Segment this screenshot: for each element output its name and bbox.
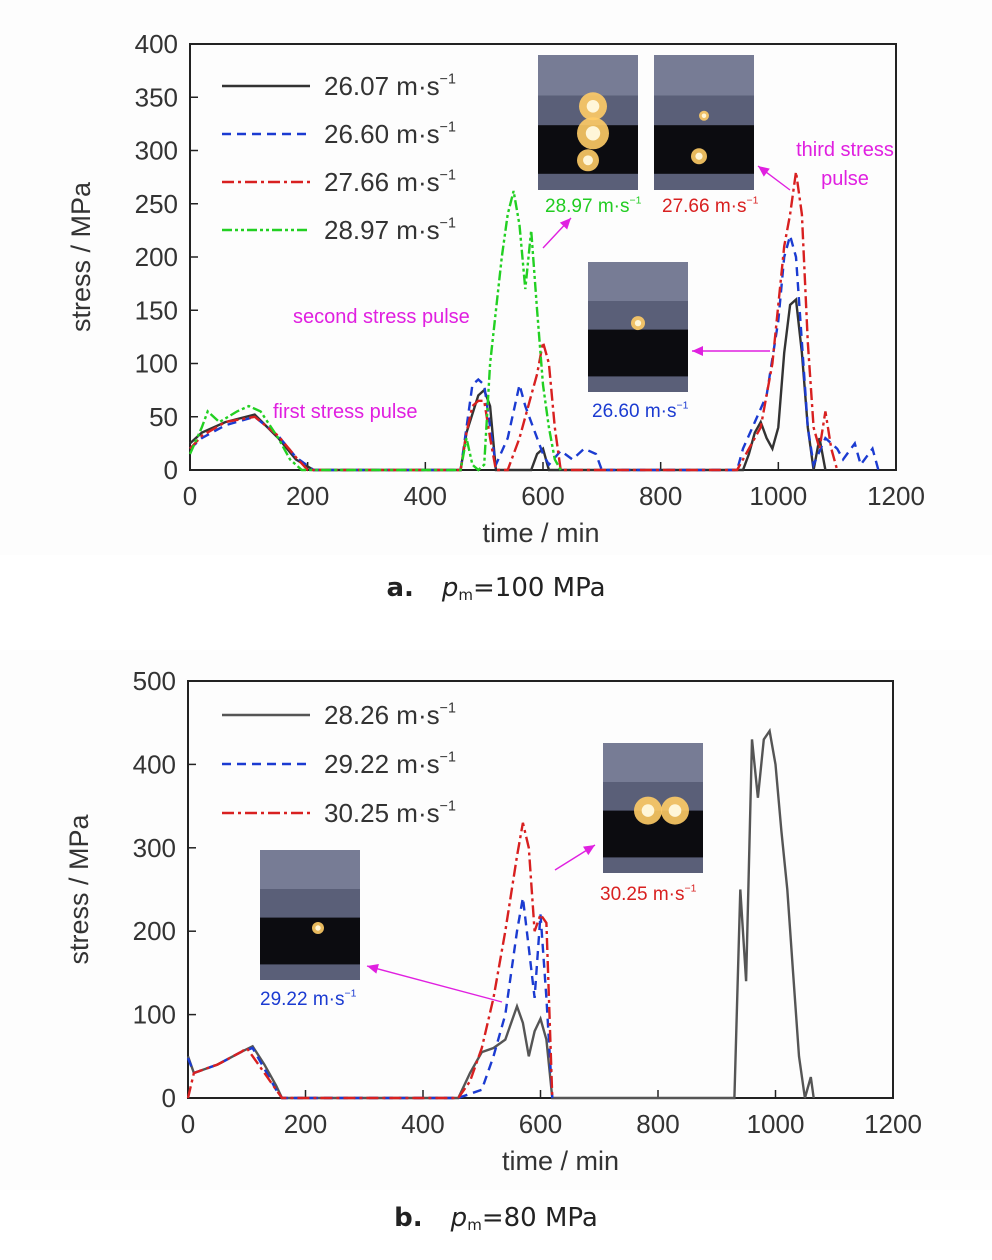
inset-caption-2922: 29.22 m·s−1	[260, 988, 357, 1010]
caption-b-symbol: p	[450, 1203, 468, 1233]
caption-b-value: =80 MPa	[481, 1203, 598, 1233]
chart-panel-a: 0 200 400 600 800 1000 1200 0 50 100 150 200 250 300 3…	[0, 0, 992, 555]
caption-b-subscript: m	[467, 1216, 482, 1234]
y-tick-label-0: 0	[162, 1083, 176, 1113]
caption-b-label: b.	[394, 1203, 423, 1233]
y-tick-label-2: 200	[133, 916, 176, 946]
inset-caption-2766: 27.66 m·s−1	[662, 195, 759, 217]
annotation-third-pulse-2: pulse	[821, 168, 869, 190]
arrow-2922-inset-head	[367, 964, 379, 974]
legend-label-3: 30.25 m·s−1	[324, 798, 456, 828]
inset-photo-2897-flash-core-0	[586, 100, 600, 113]
inset-photo-2766-flash-core-0	[701, 113, 707, 118]
series-line-1	[186, 727, 815, 1100]
x-axis-label: time / min	[482, 518, 599, 548]
y-tick-label-5: 250	[135, 189, 178, 219]
x-tick-label-0: 0	[181, 1109, 195, 1139]
caption-b: b. pm=80 MPa	[0, 1203, 992, 1234]
y-tick-label-6: 300	[135, 136, 178, 166]
y-tick-label-3: 150	[135, 295, 178, 325]
x-axis-label: time / min	[502, 1146, 619, 1176]
inset-photo-2660	[588, 262, 688, 392]
y-tick-label-1: 50	[149, 402, 178, 432]
inset-photo-2660-glow	[588, 262, 688, 301]
caption-a: a. pm=100 MPa	[0, 573, 992, 604]
arrow-third-pulse-head	[758, 166, 770, 177]
x-tick-label-6: 1200	[864, 1109, 922, 1139]
x-tick-label-3: 600	[521, 481, 564, 511]
inset-caption-3025: 30.25 m·s−1	[600, 883, 697, 905]
inset-photo-2897-glow	[538, 55, 638, 96]
y-tick-label-2: 100	[135, 349, 178, 379]
x-tick-label-4: 800	[639, 481, 682, 511]
x-tick-label-2: 400	[401, 1109, 444, 1139]
arrow-3025-inset-head	[583, 845, 595, 856]
x-tick-label-4: 800	[636, 1109, 679, 1139]
inset-photo-2922-band	[260, 917, 360, 965]
inset-photo-2660-flash-core-0	[634, 319, 642, 327]
x-tick-label-3: 600	[519, 1109, 562, 1139]
x-tick-label-1: 200	[286, 481, 329, 511]
legend-label-4: 28.97 m·s−1	[324, 215, 456, 245]
inset-photo-2922	[260, 850, 360, 980]
inset-photo-2922-glow	[260, 850, 360, 889]
caption-a-subscript: m	[458, 586, 473, 604]
legend-label-3: 27.66 m·s−1	[324, 167, 456, 197]
y-tick-label-7: 350	[135, 82, 178, 112]
y-tick-label-5: 500	[133, 666, 176, 696]
inset-photo-2660-band	[588, 329, 688, 377]
arrow-2660-inset-head	[692, 346, 703, 356]
legend-label-2: 29.22 m·s−1	[324, 749, 456, 779]
x-tick-label-1: 200	[284, 1109, 327, 1139]
arrow-second-pulse-head	[559, 218, 571, 230]
y-tick-label-3: 300	[133, 833, 176, 863]
arrow-2922-inset-line	[366, 965, 503, 1003]
inset-photo-2766-flash-core-1	[695, 152, 703, 160]
chart-panel-b: 0 200 400 600 800 1000 1200 0 100 200 300 400 500 tim…	[0, 650, 992, 1190]
series-line-2	[186, 897, 554, 1100]
x-tick-label-2: 400	[404, 481, 447, 511]
inset-photo-3025-flash-core-1	[668, 804, 682, 817]
inset-photo-2897	[538, 55, 638, 190]
inset-photo-3025-flash-core-0	[641, 804, 655, 817]
y-tick-label-8: 400	[135, 29, 178, 59]
caption-a-symbol: p	[441, 573, 459, 603]
y-axis-label: stress / MPa	[66, 181, 96, 332]
inset-photo-2766-band	[654, 125, 754, 174]
annotation-third-pulse-1: third stress	[796, 139, 894, 161]
inset-caption-2897: 28.97 m·s−1	[545, 195, 642, 217]
inset-photo-2897-flash-core-1	[585, 126, 601, 141]
caption-a-value: =100 MPa	[473, 573, 606, 603]
x-tick-label-6: 1200	[867, 481, 925, 511]
x-tick-label-5: 1000	[747, 1109, 805, 1139]
legend-label-2: 26.60 m·s−1	[324, 119, 456, 149]
legend-label-1: 26.07 m·s−1	[324, 71, 456, 101]
inset-photo-3025	[603, 743, 703, 873]
legend-label-1: 28.26 m·s−1	[324, 700, 456, 730]
caption-a-label: a.	[386, 573, 414, 603]
inset-caption-2660: 26.60 m·s−1	[592, 400, 689, 422]
chart-a: 0 200 400 600 800 1000 1200 0 50 100 150 200 250 300 3…	[66, 29, 925, 548]
x-tick-label-5: 1000	[749, 481, 807, 511]
annotation-first-pulse: first stress pulse	[273, 401, 417, 423]
y-axis-label: stress / MPa	[64, 814, 94, 965]
x-tick-label-0: 0	[183, 481, 197, 511]
y-tick-label-1: 100	[133, 1000, 176, 1030]
y-tick-label-4: 200	[135, 242, 178, 272]
chart-b: 0 200 400 600 800 1000 1200 0 100 200 300 400 500 tim…	[64, 666, 922, 1176]
series-line-3	[186, 822, 554, 1100]
inset-photo-3025-glow	[603, 743, 703, 782]
inset-photo-2766-glow	[654, 55, 754, 96]
y-tick-label-4: 400	[133, 749, 176, 779]
series-line-4	[188, 190, 562, 472]
inset-photo-2922-flash-core-0	[315, 925, 321, 931]
inset-photo-2766	[654, 55, 754, 190]
y-tick-label-0: 0	[164, 455, 178, 485]
annotation-second-pulse: second stress pulse	[293, 306, 470, 328]
inset-photo-2897-flash-core-2	[583, 155, 593, 166]
